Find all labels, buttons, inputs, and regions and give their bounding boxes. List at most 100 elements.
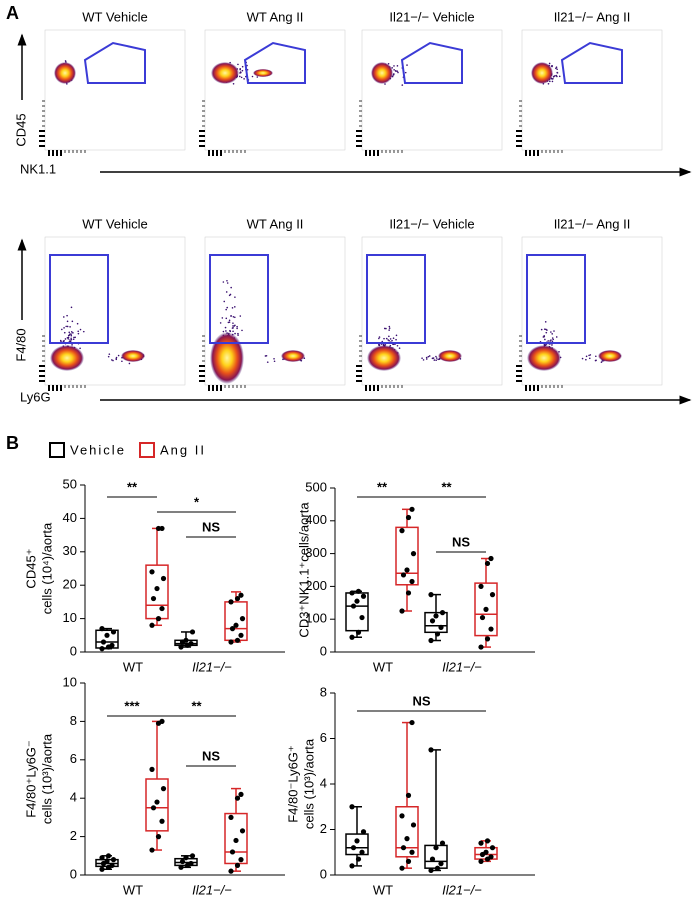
flow-frame xyxy=(204,236,346,386)
data-point xyxy=(360,593,367,599)
data-point xyxy=(439,610,446,616)
event-dot xyxy=(551,333,553,335)
event-dot xyxy=(63,339,65,342)
y-tick-label: 2 xyxy=(70,828,77,843)
data-point xyxy=(428,747,434,753)
y-tick-label: 40 xyxy=(63,510,77,525)
data-point xyxy=(483,606,489,612)
event-dot xyxy=(226,279,228,282)
data-point xyxy=(438,624,444,631)
event-dot xyxy=(542,336,545,338)
legend-label: Vehicle xyxy=(70,442,126,457)
data-point xyxy=(155,616,162,622)
data-point xyxy=(399,608,405,614)
data-point xyxy=(149,847,155,853)
data-point xyxy=(359,849,365,855)
density-blob xyxy=(50,345,84,371)
event-dot xyxy=(581,357,584,360)
box xyxy=(145,564,169,620)
event-dot xyxy=(544,338,546,341)
event-dot xyxy=(70,337,72,340)
event-dot xyxy=(232,322,234,324)
event-dot xyxy=(435,357,438,359)
y-axis-label: F4/80⁺Ly6G⁻ xyxy=(23,740,38,818)
y-tick-label: 500 xyxy=(305,479,327,494)
gate xyxy=(526,254,586,344)
density-blob xyxy=(438,350,462,362)
y-tick-label: 10 xyxy=(63,674,77,689)
event-dot xyxy=(236,327,238,330)
box xyxy=(395,526,419,586)
data-point xyxy=(154,585,160,592)
data-point xyxy=(350,845,357,851)
event-dot xyxy=(428,355,431,357)
data-point xyxy=(433,613,439,619)
y-tick-label: 50 xyxy=(63,476,77,491)
event-dot xyxy=(421,357,423,359)
significance-label: * xyxy=(194,494,200,509)
data-point xyxy=(159,718,165,725)
event-dot xyxy=(549,340,551,342)
event-dot xyxy=(219,322,222,324)
event-dot xyxy=(232,325,234,327)
event-dot xyxy=(594,359,597,362)
flow-y-label: CD45 xyxy=(13,113,28,146)
event-dot xyxy=(240,71,242,74)
event-dot xyxy=(241,69,244,72)
density-blob xyxy=(531,62,553,84)
event-dot xyxy=(64,338,67,340)
event-dot xyxy=(433,359,436,361)
flow-frame xyxy=(521,236,663,386)
box xyxy=(224,601,248,642)
event-dot xyxy=(63,327,65,329)
event-dot xyxy=(547,82,550,85)
data-point xyxy=(400,845,407,851)
y-tick-label: 4 xyxy=(70,790,77,805)
event-dot xyxy=(222,330,225,333)
data-point xyxy=(429,618,436,624)
event-dot xyxy=(67,334,70,337)
data-point xyxy=(188,641,194,647)
data-point xyxy=(239,828,246,834)
data-point xyxy=(355,588,362,594)
flow-frame xyxy=(521,29,663,151)
density-blob xyxy=(253,69,273,77)
event-dot xyxy=(422,359,425,361)
event-dot xyxy=(70,331,73,333)
density-blob xyxy=(210,332,244,384)
x-tick-label: WT xyxy=(123,882,143,897)
data-point xyxy=(238,791,244,797)
data-point xyxy=(229,849,236,855)
event-dot xyxy=(552,78,554,80)
data-point xyxy=(484,838,491,844)
data-point xyxy=(409,849,415,855)
data-point xyxy=(105,853,112,859)
event-dot xyxy=(111,359,113,361)
event-dot xyxy=(378,337,380,340)
data-point xyxy=(349,804,355,810)
event-dot xyxy=(388,329,390,331)
event-dot xyxy=(228,321,231,323)
event-dot xyxy=(396,70,399,72)
data-point xyxy=(109,862,115,869)
event-dot xyxy=(237,332,239,335)
flow-frame xyxy=(44,29,186,151)
data-point xyxy=(410,551,417,557)
event-dot xyxy=(550,331,552,333)
data-point xyxy=(405,792,412,798)
event-dot xyxy=(224,326,227,329)
density-blob xyxy=(211,62,239,84)
event-dot xyxy=(401,84,404,86)
event-dot xyxy=(65,325,67,328)
legend-swatch xyxy=(139,442,155,458)
event-dot xyxy=(229,329,231,332)
significance-label: ** xyxy=(377,479,388,494)
data-point xyxy=(438,861,444,867)
flow-frame xyxy=(204,29,346,151)
flow-x-label: NK1.1 xyxy=(20,161,56,176)
event-dot xyxy=(231,327,234,329)
data-point xyxy=(354,838,360,844)
data-point xyxy=(155,834,162,840)
x-tick-label: Il21−/− xyxy=(442,882,482,897)
event-dot xyxy=(79,328,82,331)
